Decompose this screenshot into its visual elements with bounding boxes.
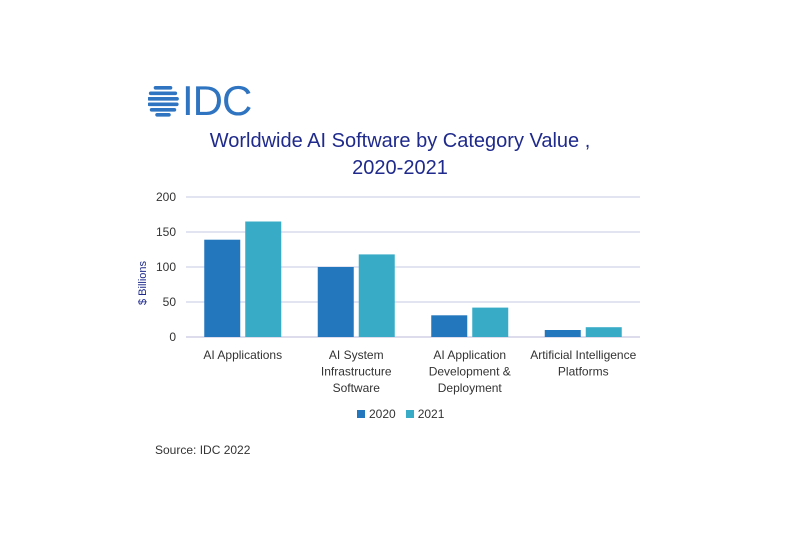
bar-2021 xyxy=(472,307,509,337)
x-category-label: AI Application xyxy=(433,348,506,362)
chart-title-line-2: 2020-2021 xyxy=(352,157,448,179)
logo-globe-stripe xyxy=(149,108,177,112)
y-tick-label: 0 xyxy=(169,330,176,344)
legend-item-2021: 2021 xyxy=(405,407,445,421)
x-category-label: AI System xyxy=(329,348,384,362)
idc-logo: IDC xyxy=(148,80,252,122)
x-category-label: AI Applications xyxy=(203,348,282,362)
legend-swatch-2021 xyxy=(405,410,414,418)
logo-globe-stripe xyxy=(148,91,178,96)
bar-2021 xyxy=(585,327,622,337)
x-category-label: Software xyxy=(333,381,381,395)
logo-globe-stripe xyxy=(155,113,171,117)
x-category-label: Platforms xyxy=(558,365,609,379)
source-note: Source: IDC 2022 xyxy=(155,443,251,457)
logo-globe-stripe xyxy=(148,102,179,107)
legend-label-2020: 2020 xyxy=(369,407,396,421)
legend: 2020 2021 xyxy=(357,407,454,421)
bar-2020 xyxy=(317,267,354,337)
bar-2021 xyxy=(245,221,282,337)
y-tick-label: 100 xyxy=(156,260,176,274)
x-category-label: Deployment xyxy=(438,381,503,395)
legend-label-2021: 2021 xyxy=(417,407,445,421)
bar-2021 xyxy=(358,254,395,337)
x-category-label: Development & xyxy=(429,365,511,379)
logo-globe-icon xyxy=(148,86,179,117)
bar-2020 xyxy=(431,315,468,337)
y-axis-label: $ Billions xyxy=(137,260,149,305)
bar-2020 xyxy=(204,239,241,337)
y-tick-label: 150 xyxy=(156,225,176,239)
y-tick-labels: 0 50 100 150 200 xyxy=(156,190,176,344)
chart-title: Worldwide AI Software by Category Value … xyxy=(150,128,650,182)
logo-globe-stripe xyxy=(148,97,179,101)
x-category-label: Infrastructure xyxy=(321,365,392,379)
y-tick-label: 50 xyxy=(163,295,177,309)
bar-2020 xyxy=(544,330,581,337)
logo-text: IDC xyxy=(182,80,251,122)
x-category-labels: AI Applications AI System Infrastructure So… xyxy=(203,348,636,395)
logo-globe-stripe xyxy=(153,86,173,90)
legend-swatch-2020 xyxy=(357,410,365,418)
x-category-label: Artificial Intelligence xyxy=(530,348,636,362)
chart-title-line-1: Worldwide AI Software by Category Value … xyxy=(209,130,591,152)
legend-item-2020: 2020 xyxy=(357,407,396,421)
bars xyxy=(204,221,622,337)
y-tick-label: 200 xyxy=(156,190,176,204)
